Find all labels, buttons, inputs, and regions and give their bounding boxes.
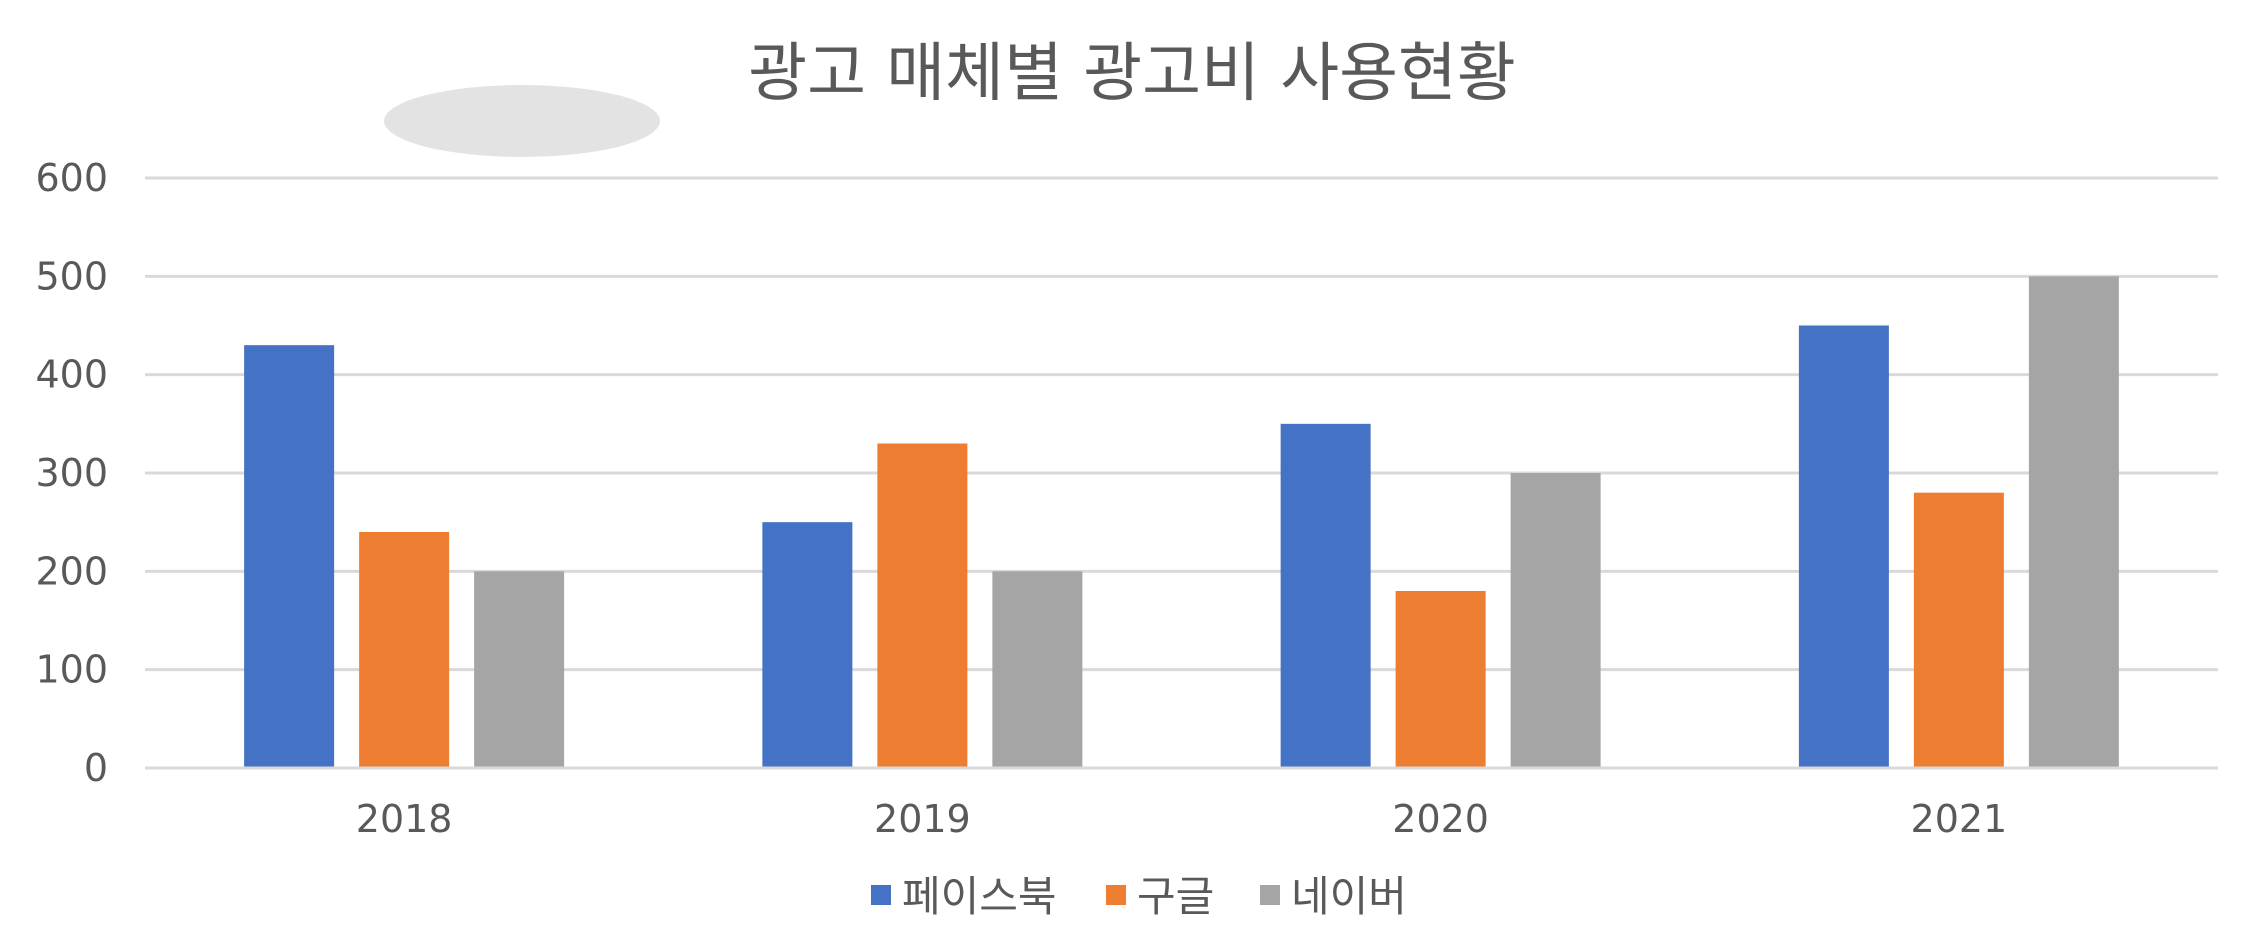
y-tick-label: 600 <box>35 156 108 200</box>
bar-2018-1 <box>359 532 450 768</box>
bar-2021-2 <box>2028 276 2119 768</box>
x-axis-ticks: 2018 2019 2020 2021 <box>356 797 2007 841</box>
legend-label-2: 네이버 <box>1291 872 1407 921</box>
x-tick-label: 2021 <box>1911 797 2008 841</box>
y-tick-label: 300 <box>35 451 108 495</box>
bar-2019-1 <box>877 443 968 768</box>
bar-2020-2 <box>1510 473 1601 768</box>
bar-2018-2 <box>474 571 565 768</box>
bar-2019-0 <box>762 522 853 768</box>
x-tick-label: 2018 <box>356 797 453 841</box>
y-axis-ticks: 0 100 200 300 400 500 600 <box>35 156 108 790</box>
legend-swatch-0 <box>871 885 891 905</box>
redaction-blob <box>384 85 660 157</box>
y-tick-label: 100 <box>35 648 108 692</box>
chart-title: 광고 매체별 광고비 사용현황 <box>748 37 1516 111</box>
legend-swatch-1 <box>1106 885 1126 905</box>
y-tick-label: 400 <box>35 353 108 397</box>
legend-label-1: 구글 <box>1137 872 1214 921</box>
y-tick-label: 500 <box>35 254 108 298</box>
bar-2019-2 <box>992 571 1083 768</box>
bar-2020-0 <box>1280 423 1371 768</box>
bar-2021-0 <box>1798 325 1889 768</box>
legend-label-0: 페이스북 <box>902 872 1057 921</box>
bar-2018-0 <box>244 345 335 768</box>
bar-2020-1 <box>1395 591 1486 768</box>
bars <box>244 276 2119 768</box>
y-tick-label: 200 <box>35 549 108 593</box>
x-tick-label: 2020 <box>1392 797 1489 841</box>
bar-2021-1 <box>1913 492 2004 768</box>
legend: 페이스북 구글 네이버 <box>871 872 1407 921</box>
y-tick-label: 0 <box>84 746 108 790</box>
gridlines <box>145 176 2218 672</box>
x-tick-label: 2019 <box>874 797 971 841</box>
legend-swatch-2 <box>1260 885 1280 905</box>
